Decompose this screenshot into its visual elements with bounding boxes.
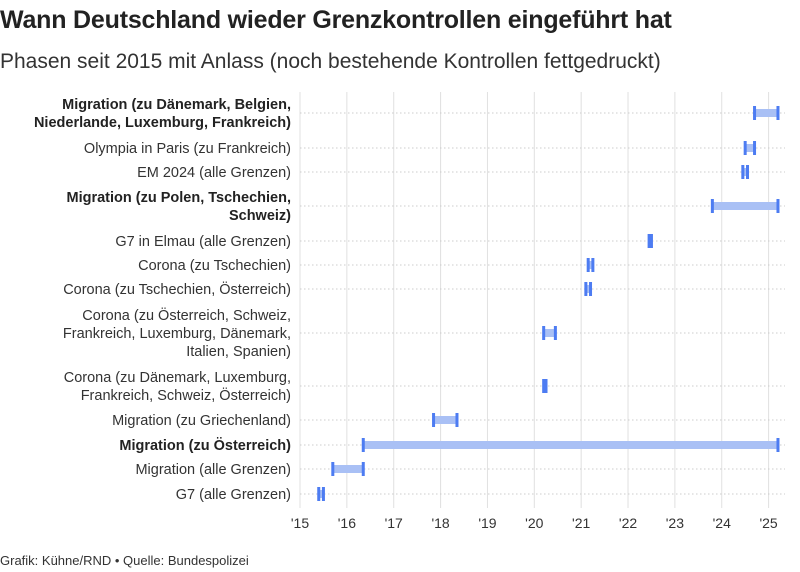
row-label: Olympia in Paris (zu Frankreich) xyxy=(84,141,291,157)
phase-end-cap xyxy=(591,258,595,272)
phase-start-cap xyxy=(647,234,651,248)
row-label: EM 2024 (alle Grenzen) xyxy=(137,165,291,181)
row-label: Niederlande, Luxemburg, Frankreich) xyxy=(34,115,291,131)
x-tick-label: '17 xyxy=(385,515,403,531)
row-label: Migration (zu Dänemark, Belgien, xyxy=(62,97,291,113)
row-label: Frankreich, Schweiz, Österreich) xyxy=(81,386,291,404)
phase-start-cap xyxy=(741,165,745,179)
chart-subtitle: Phasen seit 2015 mit Anlass (noch besteh… xyxy=(0,50,661,73)
chart-plot: Migration (zu Dänemark, Belgien, Niederla… xyxy=(34,92,785,531)
x-tick-label: '24 xyxy=(713,515,731,531)
phase-start-cap xyxy=(586,258,590,272)
phase-bar xyxy=(745,144,755,152)
phase-start-cap xyxy=(584,282,588,296)
row-label: Schweiz) xyxy=(229,208,291,224)
phase-bar xyxy=(754,109,778,117)
phase-start-cap xyxy=(542,379,546,393)
x-tick-label: '18 xyxy=(431,515,449,531)
row-label: G7 (alle Grenzen) xyxy=(176,487,291,503)
phase-bar xyxy=(742,168,748,176)
phase-end-cap xyxy=(776,106,780,120)
row-label: Corona (zu Tschechien) xyxy=(138,258,291,274)
phase-bar xyxy=(585,285,591,293)
phase-start-cap xyxy=(753,106,757,120)
x-tick-label: '23 xyxy=(666,515,684,531)
phase-end-cap xyxy=(455,413,459,427)
phase-end-cap xyxy=(649,234,653,248)
phase-start-cap xyxy=(331,462,335,476)
x-tick-label: '16 xyxy=(338,515,356,531)
chart-footer: Grafik: Kühne/RND • Quelle: Bundespolize… xyxy=(0,553,249,568)
phase-bar xyxy=(712,202,778,210)
row-label: Migration (zu Polen, Tschechien, xyxy=(66,190,291,206)
x-tick-label: '25 xyxy=(759,515,777,531)
phase-end-cap xyxy=(544,379,548,393)
phase-start-cap xyxy=(432,413,436,427)
phase-end-cap xyxy=(589,282,593,296)
row-label: Frankreich, Luxemburg, Dänemark, xyxy=(63,326,291,342)
phase-bar xyxy=(433,416,457,424)
phase-start-cap xyxy=(743,141,747,155)
row-label: Italien, Spanien) xyxy=(186,344,291,360)
phase-bar xyxy=(588,261,593,269)
x-tick-label: '19 xyxy=(478,515,496,531)
phase-end-cap xyxy=(753,141,757,155)
phase-start-cap xyxy=(317,487,321,501)
phase-start-cap xyxy=(361,438,365,452)
phase-start-cap xyxy=(710,199,714,213)
phase-bar xyxy=(332,465,364,473)
phase-bar xyxy=(318,490,324,498)
row-label: Migration (alle Grenzen) xyxy=(135,462,291,478)
row-label: Corona (zu Tschechien, Österreich) xyxy=(63,280,291,298)
phase-bar xyxy=(543,329,556,337)
x-tick-label: '20 xyxy=(525,515,543,531)
chart-title: Wann Deutschland wieder Grenzkontrollen … xyxy=(0,6,672,34)
phase-bar xyxy=(363,441,778,449)
x-tick-label: '15 xyxy=(291,515,309,531)
phase-end-cap xyxy=(361,462,365,476)
row-label: Migration (zu Österreich) xyxy=(119,437,291,454)
phase-end-cap xyxy=(776,438,780,452)
x-tick-label: '21 xyxy=(572,515,590,531)
row-label: Corona (zu Österreich, Schweiz, xyxy=(82,306,291,324)
phase-end-cap xyxy=(553,326,557,340)
phase-end-cap xyxy=(746,165,750,179)
phase-end-cap xyxy=(776,199,780,213)
phase-end-cap xyxy=(321,487,325,501)
x-tick-label: '22 xyxy=(619,515,637,531)
phase-start-cap xyxy=(542,326,546,340)
row-label: Migration (zu Griechenland) xyxy=(112,413,291,429)
row-label: Corona (zu Dänemark, Luxemburg, xyxy=(64,370,291,386)
row-label: G7 in Elmau (alle Grenzen) xyxy=(115,234,291,250)
